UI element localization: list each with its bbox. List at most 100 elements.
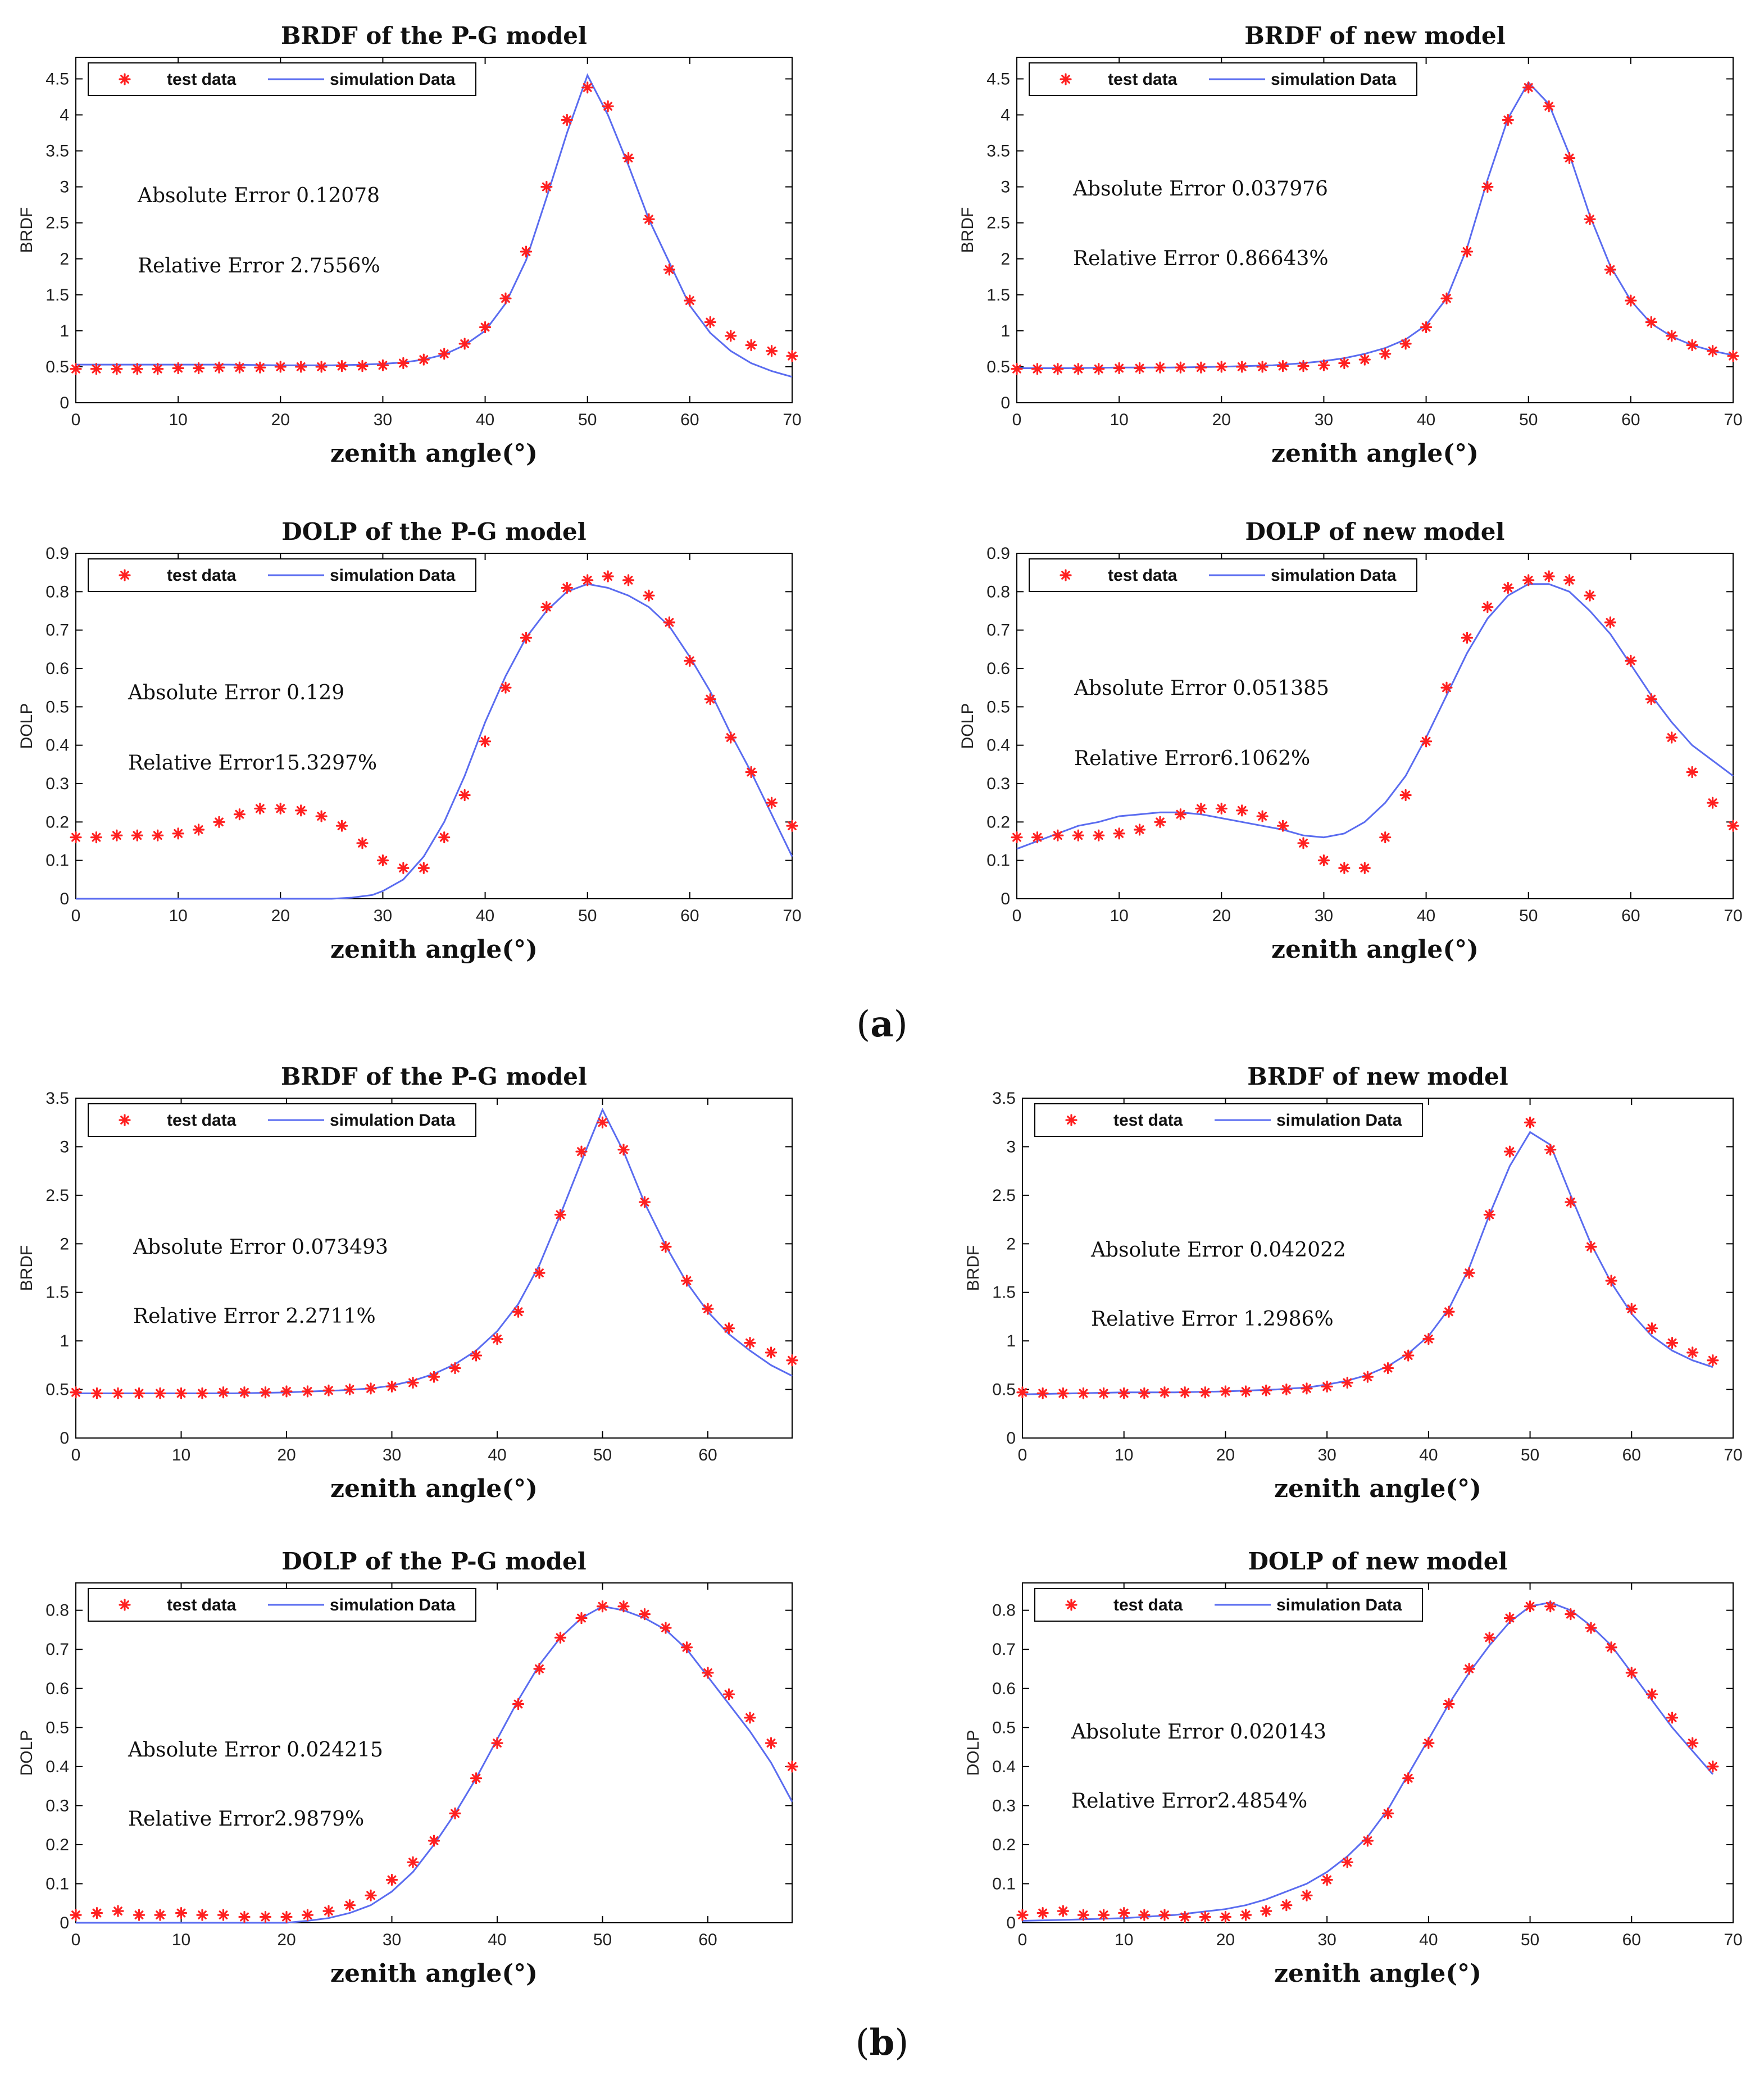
legend-test-label: test data [1113, 1596, 1183, 1614]
plot-area [1016, 57, 1734, 403]
test-data-point [1440, 681, 1453, 694]
test-data-point [1321, 1380, 1333, 1393]
y-tick-label: 2.5 [986, 214, 1010, 233]
test-data-point [1338, 357, 1351, 370]
test-data-point [1399, 338, 1412, 350]
y-tick-label: 0 [60, 890, 69, 908]
test-data-point [315, 810, 328, 822]
test-data-point [1239, 1385, 1252, 1398]
test-data-point [704, 693, 716, 706]
test-data-point [397, 862, 410, 874]
test-data-point [1461, 631, 1474, 644]
relative-error-annotation: Relative Error 2.7556% [138, 254, 380, 277]
x-tick-label: 20 [271, 411, 290, 429]
test-data-point [533, 1267, 545, 1279]
test-data-point [1138, 1387, 1151, 1400]
y-tick-label: 3.5 [986, 142, 1010, 161]
x-tick-label: 70 [783, 411, 801, 429]
relative-error-annotation: Relative Error15.3297% [128, 752, 377, 775]
test-data-point [575, 1612, 588, 1624]
test-data-point [622, 574, 635, 586]
plot-area [1022, 1098, 1734, 1439]
test-data-point [1077, 1387, 1090, 1400]
test-data-point [1483, 1631, 1495, 1644]
test-data-point [1463, 1663, 1475, 1675]
plot-area [1022, 1582, 1734, 1923]
test-data-point [1422, 1333, 1435, 1345]
test-data-point [704, 316, 716, 329]
x-tick-label: 40 [1417, 411, 1435, 429]
x-tick-label: 10 [169, 907, 187, 925]
y-tick-label: 3 [60, 178, 69, 197]
test-data-point [1645, 316, 1657, 329]
test-data-point [1503, 1145, 1516, 1158]
y-tick-label: 0.8 [46, 1601, 69, 1620]
test-data-point [1174, 808, 1187, 821]
test-data-point [1585, 1622, 1597, 1634]
test-data-point [765, 1346, 778, 1359]
test-data-point [175, 1907, 188, 1919]
test-data-point [172, 827, 184, 840]
test-data-point [175, 1387, 188, 1400]
legend: test data simulation Data [88, 62, 476, 96]
plot-area [75, 57, 793, 403]
x-tick-label: 50 [578, 411, 597, 429]
test-data-point [1565, 1608, 1577, 1621]
legend-test-label: test data [167, 566, 237, 585]
y-tick-label: 0.7 [992, 1640, 1016, 1659]
charts-layer: BRDF of the P-G model zenith angle(°) BRDF… [17, 22, 1743, 1988]
y-tick-label: 0.5 [46, 358, 69, 376]
test-data-point [343, 1899, 356, 1912]
x-tick-label: 50 [1519, 907, 1538, 925]
test-data-point [301, 1909, 314, 1921]
test-data-point [1195, 361, 1207, 374]
test-data-point [1604, 616, 1617, 629]
test-data-point [1666, 1712, 1679, 1724]
test-data-point [786, 350, 798, 362]
x-tick-label: 70 [1724, 907, 1742, 925]
test-data-point [575, 1145, 588, 1158]
test-data-point [365, 1889, 377, 1901]
test-data-point [1481, 601, 1494, 613]
x-tick-label: 40 [476, 411, 494, 429]
panel-a-letter: a [870, 1003, 893, 1045]
x-tick-label: 20 [277, 1931, 295, 1949]
y-tick-label: 4.5 [986, 70, 1010, 88]
test-data-point [745, 339, 757, 352]
x-tick-label: 60 [1621, 411, 1640, 429]
test-data-point [1113, 362, 1125, 375]
y-tick-label: 0.7 [986, 621, 1010, 640]
x-axis-label: zenith angle(°) [330, 935, 538, 964]
test-data-point [1440, 292, 1453, 304]
chart-title: BRDF of new model [1244, 22, 1506, 49]
x-tick-label: 0 [71, 411, 81, 429]
absolute-error-annotation: Absolute Error 0.020143 [1071, 1721, 1326, 1744]
test-data-point [1481, 181, 1494, 193]
y-tick-label: 0.7 [46, 621, 69, 640]
x-tick-label: 70 [1724, 411, 1742, 429]
test-data-point [90, 1387, 103, 1400]
y-axis-label: DOLP [964, 1730, 983, 1776]
test-data-point [438, 348, 451, 360]
plot-area [75, 1582, 793, 1923]
x-tick-label: 40 [488, 1446, 506, 1464]
absolute-error-annotation: Absolute Error 0.042022 [1090, 1239, 1346, 1262]
test-data-point [533, 1663, 545, 1675]
test-data-point [1097, 1909, 1110, 1921]
test-data-point [684, 294, 696, 307]
test-data-point [365, 1382, 377, 1395]
test-data-point [131, 363, 143, 375]
test-data-point [295, 804, 307, 817]
x-tick-label: 20 [1216, 1446, 1235, 1464]
test-data-point [1011, 831, 1023, 844]
test-data-point [428, 1371, 440, 1383]
relative-error-annotation: Relative Error6.1062% [1074, 747, 1310, 770]
test-data-point [196, 1387, 208, 1400]
y-tick-label: 1.5 [986, 286, 1010, 304]
x-tick-label: 0 [1018, 1446, 1028, 1464]
y-tick-label: 0 [60, 1429, 69, 1448]
test-data-point [1543, 100, 1555, 112]
test-data-point [684, 654, 696, 667]
test-data-point [491, 1333, 503, 1345]
